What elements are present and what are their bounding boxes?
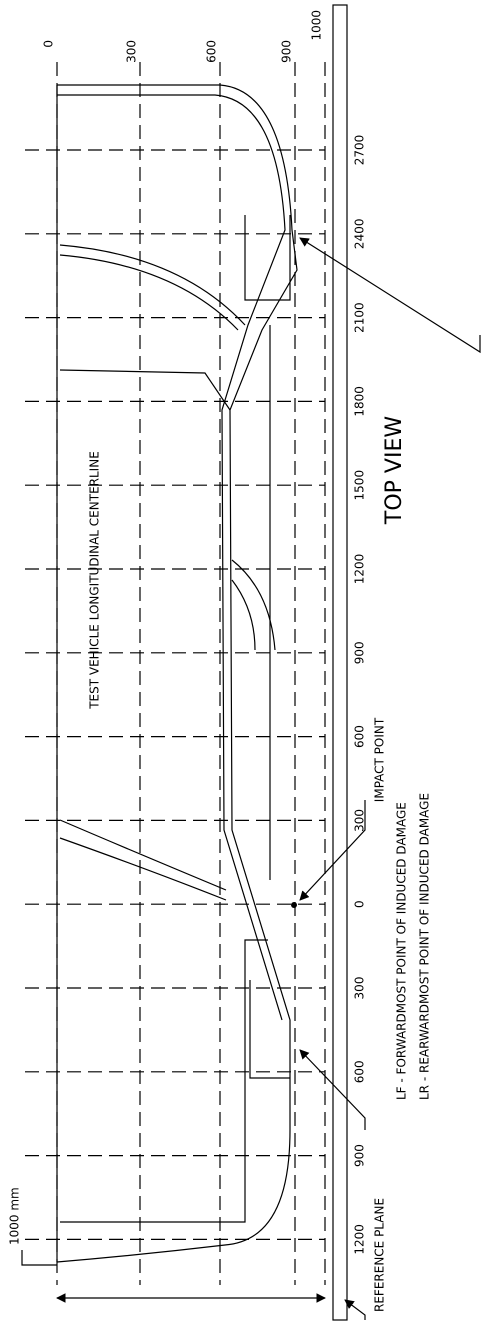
longitudinal-tick-label: 1500 xyxy=(353,470,367,501)
longitudinal-tick-label: 300 xyxy=(353,977,367,1000)
longitudinal-tick-label: 900 xyxy=(353,1144,367,1167)
longitudinal-tick-label: 300 xyxy=(353,809,367,832)
reference-leader xyxy=(344,1299,366,1320)
lateral-tick-label: 0 xyxy=(42,40,56,48)
longitudinal-tick-label: 1200 xyxy=(353,554,367,585)
longitudinal-tick-label: 600 xyxy=(353,725,367,748)
reference-plane-bar xyxy=(332,4,348,1321)
lateral-tick-label: 600 xyxy=(205,40,219,63)
vehicle-outline xyxy=(56,84,298,1263)
lateral-tick-label: 1000 xyxy=(310,10,324,41)
impact-leader xyxy=(299,800,366,901)
longitudinal-tick-label: 2700 xyxy=(353,135,367,166)
longitudinal-tick-label: 900 xyxy=(353,641,367,664)
reference-plane-label: REFERENCE PLANE xyxy=(373,1198,387,1312)
lr-leader xyxy=(299,237,481,354)
longitudinal-tick-label: 2100 xyxy=(353,302,367,333)
centerline-label: TEST VEHICLE LONGITUDINAL CENTERLINE xyxy=(88,451,102,710)
lf-label: LF - FORWARDMOST POINT OF INDUCED DAMAGE xyxy=(395,802,409,1100)
lr-label: LR - REARWARDMOST POINT OF INDUCED DAMAG… xyxy=(418,793,432,1100)
lf-leader xyxy=(299,1049,366,1130)
longitudinal-tick-label: 1200 xyxy=(353,1224,367,1255)
scale-leader xyxy=(21,1250,57,1266)
impact-dot xyxy=(291,902,297,908)
longitudinal-tick-label: 600 xyxy=(353,1060,367,1083)
view-label: TOP VIEW xyxy=(382,416,407,525)
lateral-tick-label: 900 xyxy=(280,40,294,63)
longitudinal-tick-label: 0 xyxy=(353,900,367,908)
longitudinal-tick-label: 1800 xyxy=(353,386,367,417)
impact-label: IMPACT POINT xyxy=(373,717,387,802)
scale-label: 1000 mm xyxy=(8,1187,22,1245)
longitudinal-tick-label: 2400 xyxy=(353,219,367,250)
lateral-tick-label: 300 xyxy=(125,40,139,63)
